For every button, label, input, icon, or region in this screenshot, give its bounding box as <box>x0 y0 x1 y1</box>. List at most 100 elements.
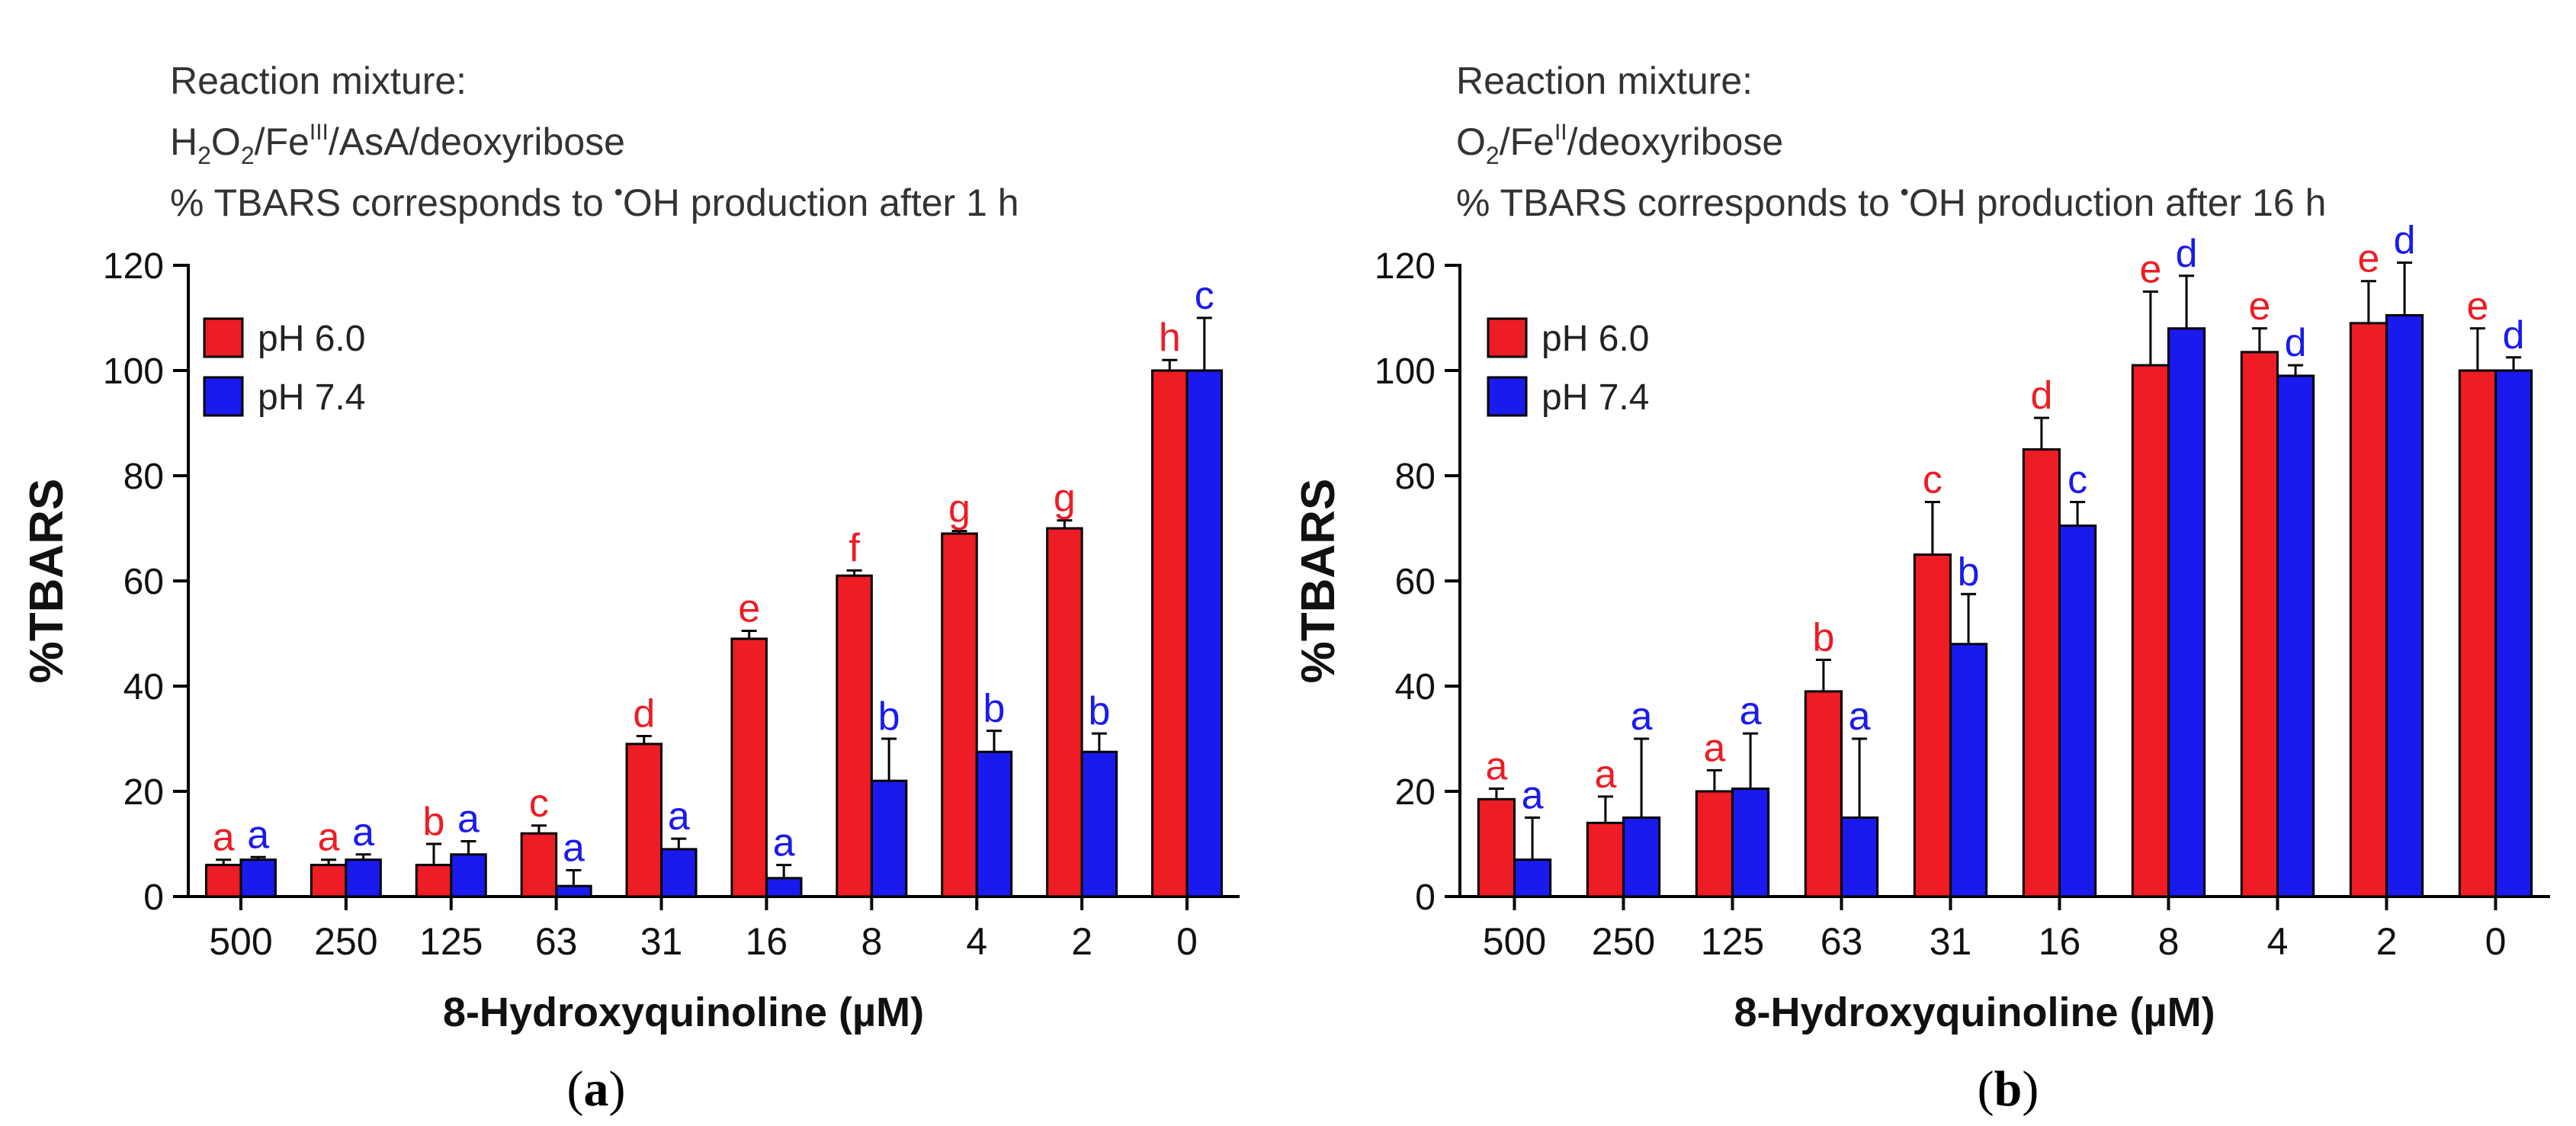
caption-paren: ) <box>609 1061 626 1117</box>
y-tick-label: 100 <box>1375 351 1436 392</box>
bar-ph-7-4 <box>555 884 592 898</box>
bar-ph-7-4 <box>1622 816 1661 898</box>
header-subscript: 2 <box>1486 142 1500 169</box>
bar-ph-7-4 <box>2385 314 2424 898</box>
header-superscript: • <box>1901 178 1909 206</box>
legend: pH 6.0 pH 7.4 <box>203 317 365 418</box>
x-tick-label: 4 <box>2267 920 2289 963</box>
significance-letter: d <box>633 692 655 736</box>
x-tick-label: 0 <box>2485 920 2507 963</box>
bar-ph-6-0 <box>836 574 873 898</box>
y-tick-label: 60 <box>1395 562 1436 602</box>
bar-ph-7-4 <box>1080 750 1118 898</box>
x-tick-label: 2 <box>2376 920 2398 963</box>
significance-letter: b <box>423 800 445 844</box>
x-tick-label: 4 <box>966 920 987 963</box>
significance-letter: d <box>2176 232 2198 276</box>
significance-letter: c <box>2068 458 2087 502</box>
header-subscript: 2 <box>241 142 255 169</box>
header-chem-part: O <box>211 120 241 163</box>
significance-letter: g <box>1054 476 1076 521</box>
bar-ph-7-4 <box>2167 327 2206 898</box>
bar-ph-7-4 <box>660 848 698 898</box>
significance-letter: d <box>2394 219 2416 263</box>
x-tick-label: 63 <box>1821 920 1863 963</box>
bar-ph-6-0 <box>2349 322 2388 898</box>
significance-letter: e <box>2139 248 2161 292</box>
y-tick-label: 0 <box>143 877 164 918</box>
bar-ph-6-0 <box>1477 797 1516 898</box>
caption-paren: ( <box>567 1061 584 1117</box>
bar-ph-7-4 <box>1949 643 1988 898</box>
significance-letter: a <box>773 821 795 865</box>
y-tick-label: 120 <box>1375 246 1436 287</box>
x-tick-label: 0 <box>1176 920 1198 963</box>
legend-label: pH 7.4 <box>258 377 365 418</box>
bar-ph-6-0 <box>1151 369 1189 898</box>
bar-ph-6-0 <box>2022 448 2061 898</box>
significance-letter: b <box>1812 616 1834 660</box>
y-tick-label: 80 <box>1395 457 1436 497</box>
y-tick-label: 60 <box>124 562 164 602</box>
panel-caption: (a) <box>567 1061 626 1117</box>
header-text-part: % TBARS corresponds to <box>1456 181 1901 224</box>
legend: pH 6.0 pH 7.4 <box>1487 317 1649 418</box>
bar-ph-7-4 <box>1731 788 1770 898</box>
bar-ph-6-0 <box>1586 821 1625 898</box>
bar-ph-6-0 <box>625 743 663 898</box>
x-tick-label: 16 <box>2039 920 2081 963</box>
header-line-2: H2O2/FeIII/AsA/deoxyribose <box>170 120 625 169</box>
header-line-3: % TBARS corresponds to •OH production af… <box>1456 178 2326 224</box>
header-chem-part: /AsA/deoxyribose <box>329 120 625 163</box>
header-chem-part: /Fe <box>1500 120 1554 163</box>
caption-paren: ( <box>1978 1061 1994 1117</box>
bar-ph-7-4 <box>2494 369 2533 898</box>
y-tick-label: 0 <box>1415 877 1436 918</box>
significance-letter: a <box>457 797 480 842</box>
panel-header: Reaction mixture: O2/FeII/deoxyribose % TB… <box>1456 59 2326 224</box>
chart-panel-b: Reaction mixture:O2/FeII/deoxyribose% TB… <box>1292 59 2550 1117</box>
bar-ph-7-4 <box>345 858 382 898</box>
header-line-2: O2/FeII/deoxyribose <box>1456 120 1783 169</box>
significance-letter: a <box>668 794 690 839</box>
x-axis-label: 8-Hydroxyquinoline (µM) <box>1734 990 2215 1035</box>
significance-letter: f <box>849 526 860 570</box>
y-tick-label: 40 <box>1395 667 1436 707</box>
significance-letter: b <box>1958 550 1980 594</box>
significance-letter: c <box>1923 458 1942 502</box>
x-tick-label: 500 <box>1483 920 1546 963</box>
x-tick-label: 125 <box>419 920 483 963</box>
bar-ph-7-4 <box>765 877 803 898</box>
significance-letter: b <box>983 687 1006 731</box>
significance-letter: a <box>1703 726 1725 770</box>
header-superscript: II <box>1554 120 1567 145</box>
header-line-3: % TBARS corresponds to •OH production af… <box>170 178 1019 224</box>
significance-letter: h <box>1159 316 1181 360</box>
header-superscript: III <box>310 120 329 145</box>
chart-panel-a: Reaction mixture:H2O2/FeIII/AsA/deoxyrib… <box>21 59 1240 1117</box>
significance-letter: a <box>1740 689 1762 733</box>
bar-ph-7-4 <box>239 858 277 898</box>
bar-ph-6-0 <box>310 864 348 898</box>
header-chem-part: O <box>1456 120 1486 163</box>
x-tick-label: 250 <box>1592 920 1655 963</box>
x-tick-label: 63 <box>535 920 578 963</box>
legend-label: pH 6.0 <box>1541 319 1649 359</box>
x-tick-label: 31 <box>640 920 683 963</box>
x-tick-label: 250 <box>314 920 377 963</box>
bar-ph-6-0 <box>1804 690 1843 898</box>
significance-letter: e <box>738 587 760 631</box>
bar-ph-6-0 <box>2131 364 2170 898</box>
x-tick-label: 16 <box>746 920 788 963</box>
header-chem-part: /deoxyribose <box>1567 120 1784 163</box>
legend-label: pH 6.0 <box>258 319 365 359</box>
x-tick-label: 8 <box>2158 920 2180 963</box>
significance-letter: b <box>1088 689 1110 733</box>
bar-ph-6-0 <box>1695 790 1734 898</box>
bar-ph-6-0 <box>415 864 453 898</box>
y-tick-label: 20 <box>124 772 164 813</box>
bar-ph-7-4 <box>1185 369 1224 898</box>
significance-letter: a <box>1522 774 1544 818</box>
significance-letter: g <box>948 486 970 531</box>
